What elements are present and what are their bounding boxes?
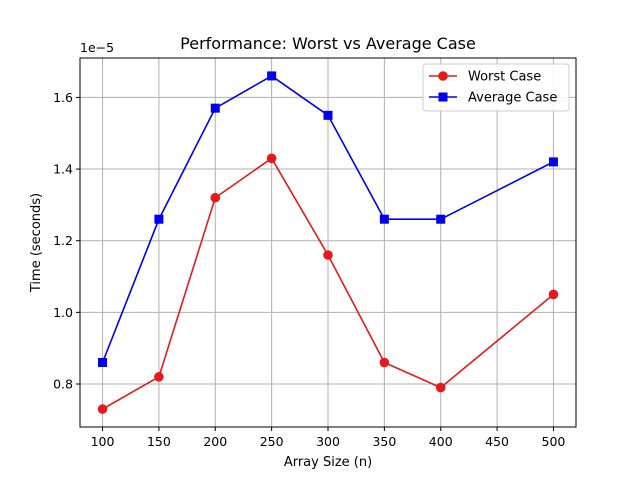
- x-tick-label-5: 350: [372, 434, 396, 449]
- series-line-worst-case: [102, 157, 554, 410]
- y-tick-label-2: 1.2: [53, 233, 73, 248]
- y-tick-label-4: 1.6: [53, 90, 73, 105]
- data-point-average-case-0: [98, 358, 108, 368]
- data-point-average-case-3: [267, 71, 277, 81]
- axis-ticks: 100 150 200 250 300 350 400 450 500 0.8 1.0 1.2 1.4 1…: [53, 90, 565, 449]
- y-tick-label-0: 0.8: [53, 377, 73, 392]
- x-tick-label-6: 400: [429, 434, 453, 449]
- data-point-average-case-6: [436, 214, 446, 224]
- y-tick-label-1: 1.0: [53, 305, 73, 320]
- series-average-case: [98, 71, 558, 368]
- legend-marker-average-case: [438, 92, 448, 102]
- data-point-worst-case-6: [435, 382, 446, 393]
- x-tick-label-1: 150: [147, 434, 171, 449]
- y-tick-label-3: 1.4: [53, 162, 73, 177]
- data-point-average-case-4: [323, 110, 333, 120]
- legend: Worst Case Average Case: [422, 63, 570, 112]
- chart-title: Performance: Worst vs Average Case: [180, 34, 476, 53]
- y-axis-offset-label: 1e−5: [80, 40, 114, 55]
- x-tick-label-4: 300: [316, 434, 340, 449]
- data-series: [97, 71, 559, 414]
- data-point-average-case-2: [210, 103, 220, 113]
- x-tick-label-0: 100: [91, 434, 115, 449]
- legend-marker-worst-case: [438, 71, 448, 81]
- data-point-average-case-7: [548, 157, 558, 167]
- data-point-worst-case-0: [97, 404, 108, 414]
- legend-label-worst-case: Worst Case: [468, 70, 541, 85]
- legend-label-average-case: Average Case: [468, 91, 557, 106]
- y-axis-label: Time (seconds): [29, 193, 44, 293]
- legend-entry-average-case: Average Case: [429, 91, 557, 106]
- legend-entry-worst-case: Worst Case: [429, 70, 541, 85]
- x-tick-label-8: 500: [542, 434, 566, 449]
- x-tick-label-2: 200: [203, 434, 227, 449]
- data-point-worst-case-2: [210, 192, 221, 203]
- series-worst-case: [97, 153, 559, 414]
- data-point-worst-case-3: [266, 153, 277, 164]
- grid-lines: [80, 58, 576, 427]
- data-point-worst-case-4: [323, 250, 333, 260]
- data-point-average-case-1: [154, 214, 164, 224]
- data-point-worst-case-5: [379, 357, 390, 368]
- x-tick-label-3: 250: [260, 434, 284, 449]
- x-tick-label-7: 450: [485, 434, 509, 449]
- data-point-worst-case-1: [154, 372, 164, 382]
- data-point-worst-case-7: [548, 289, 559, 300]
- series-line-average-case: [101, 75, 554, 363]
- x-axis-label: Array Size (n): [284, 455, 372, 470]
- data-point-average-case-5: [379, 214, 389, 224]
- legend-box: [422, 63, 570, 112]
